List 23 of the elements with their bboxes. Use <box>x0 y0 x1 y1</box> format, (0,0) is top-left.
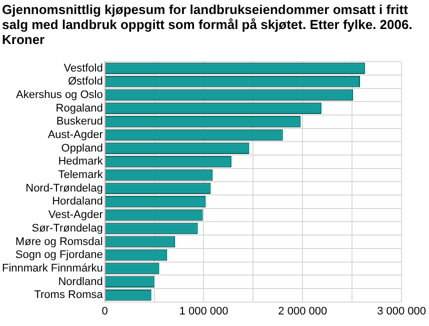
y-tick-label: Hedmark <box>58 156 104 168</box>
y-tick-label: Oppland <box>61 142 103 154</box>
y-tick-label: Nord-Trøndelag <box>26 182 103 194</box>
y-tick-label: Møre og Romsdal <box>15 236 103 248</box>
y-tick-label: Rogaland <box>56 102 103 114</box>
y-tick-label: Telemark <box>58 169 104 182</box>
x-tick-label: 0 <box>102 305 108 318</box>
y-tick-label: Akershus og Oslo <box>16 88 103 101</box>
y-tick-label: Sør-Trøndelag <box>32 222 103 234</box>
y-tick-label: Nordland <box>58 276 103 288</box>
chart-title: Gjennomsnittlig kjøpesum for landbrukseiendommer omsatt i fritt salg med landbruk oppgitt som formål på skjøtet. Etter fylke. 2006. Kroner <box>1 1 414 47</box>
y-tick-label: Finnmark Finnmárku <box>2 262 103 274</box>
y-tick-label: Buskerud <box>56 116 103 128</box>
y-tick-label: Vest-Agder <box>48 209 104 222</box>
y-tick-label: Sogn og Fjordane <box>15 249 103 262</box>
y-tick-label: Østfold <box>68 76 103 88</box>
y-tick-label: Vestfold <box>64 62 103 74</box>
y-tick-label: Aust-Agder <box>48 129 104 142</box>
y-tick-label: Hordaland <box>52 196 103 208</box>
y-tick-label: Troms Romsa <box>34 289 104 302</box>
x-tick-label: 1 000 000 <box>179 305 228 318</box>
x-tick-label: 3 000 000 <box>377 305 426 318</box>
x-tick-label: 2 000 000 <box>278 305 328 318</box>
